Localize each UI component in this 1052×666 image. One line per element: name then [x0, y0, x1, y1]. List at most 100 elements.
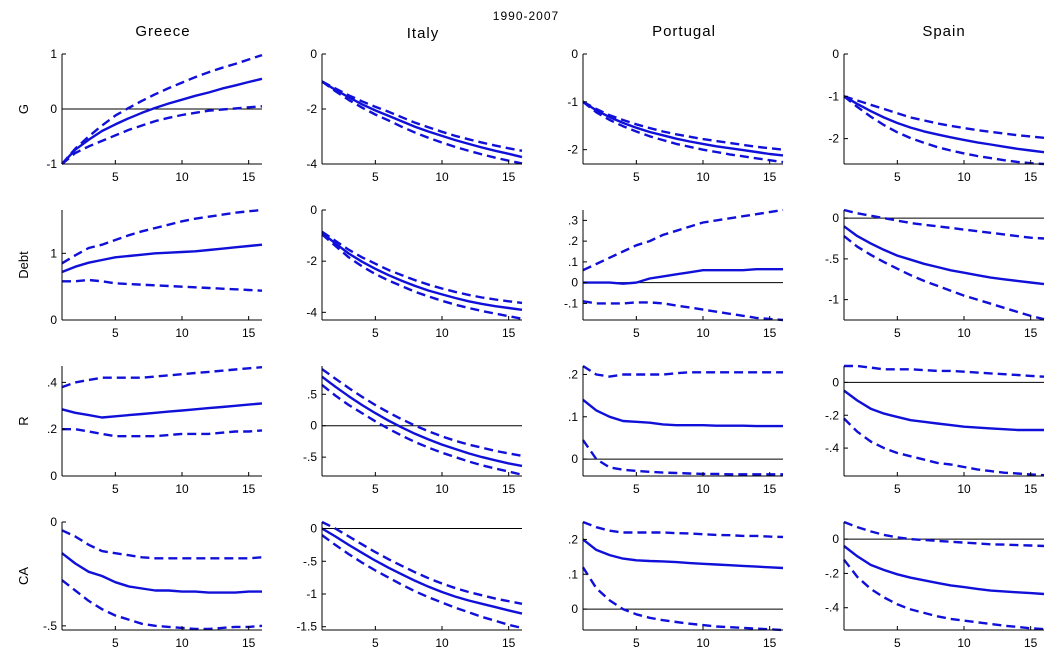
x-tick-label: 5 — [894, 170, 901, 184]
y-tick-label: -1 — [46, 157, 57, 171]
x-tick-label: 15 — [1024, 482, 1038, 496]
y-tick-label: -2 — [567, 143, 578, 157]
x-tick-label: 10 — [435, 170, 449, 184]
x-tick-label: 10 — [435, 326, 449, 340]
x-tick-label: 10 — [957, 482, 971, 496]
figure-suptitle: 1990-2007 — [493, 9, 559, 23]
confidence-band-line-2 — [843, 235, 1045, 321]
x-tick-label: 15 — [502, 326, 516, 340]
y-tick-label: -.5 — [303, 554, 317, 568]
y-tick-label: 0 — [571, 47, 578, 61]
confidence-band-line-2 — [321, 233, 523, 320]
x-tick-label: 5 — [372, 636, 379, 650]
confidence-band-line-2 — [321, 383, 523, 476]
y-tick-label: -.1 — [564, 296, 578, 310]
confidence-band-line-2 — [843, 558, 1045, 631]
x-tick-label: 5 — [633, 326, 640, 340]
column-title-portugal: Portugal — [652, 23, 716, 40]
x-tick-label: 10 — [175, 170, 189, 184]
confidence-band-line-0 — [843, 520, 1045, 548]
y-tick-label: -4 — [306, 305, 317, 319]
y-tick-label: -.5 — [825, 252, 839, 266]
panel-ca-spain: -.4 -.2 0 5 10 15 — [825, 520, 1045, 650]
x-tick-label: 5 — [633, 482, 640, 496]
y-tick-label: 0 — [50, 515, 57, 529]
panel-ca-greece: -.5 0 5 10 15 — [43, 515, 263, 650]
x-tick-label: 15 — [763, 326, 777, 340]
confidence-band-line-0 — [61, 529, 263, 560]
x-tick-label: 10 — [957, 170, 971, 184]
x-tick-label: 5 — [112, 170, 119, 184]
x-tick-label: 5 — [894, 482, 901, 496]
confidence-band-line-2 — [581, 566, 784, 632]
column-title-spain: Spain — [922, 23, 965, 40]
x-tick-label: 15 — [1024, 636, 1038, 650]
x-tick-label: 15 — [502, 170, 516, 184]
x-tick-label: 15 — [242, 170, 256, 184]
confidence-band-line-2 — [321, 80, 523, 165]
x-tick-label: 15 — [502, 482, 516, 496]
confidence-band-line-0 — [321, 80, 523, 152]
confidence-band-line-0 — [61, 53, 263, 165]
y-tick-label: 0 — [571, 276, 578, 290]
row-label-debt: Debt — [16, 251, 31, 279]
y-tick-label: 0 — [310, 47, 317, 61]
confidence-band-line-0 — [582, 364, 783, 378]
y-tick-label: 1 — [50, 246, 57, 260]
y-tick-label: .2 — [568, 532, 578, 546]
x-tick-label: 5 — [112, 482, 119, 496]
y-tick-label: .5 — [307, 387, 317, 401]
x-tick-label: 15 — [502, 636, 516, 650]
y-tick-label: -1 — [567, 95, 578, 109]
y-tick-label: -2 — [306, 102, 317, 116]
y-tick-label: -.5 — [303, 450, 317, 464]
x-tick-label: 10 — [696, 326, 710, 340]
confidence-band-line-2 — [321, 534, 523, 630]
panel-debt-greece: 015 10 15 — [50, 208, 263, 340]
x-tick-label: 5 — [633, 170, 640, 184]
y-tick-label: 0 — [832, 532, 839, 546]
confidence-band-line-0 — [321, 368, 523, 458]
confidence-band-line-2 — [843, 95, 1045, 166]
y-tick-label: 1 — [50, 47, 57, 61]
response-line-1 — [321, 375, 523, 468]
y-tick-label: -.2 — [825, 566, 839, 580]
y-tick-label: 0 — [571, 452, 578, 466]
panel-r-spain: -.4 -.2 0 5 10 15 — [825, 364, 1045, 496]
x-tick-label: 15 — [1024, 326, 1038, 340]
response-line-1 — [843, 225, 1045, 286]
y-tick-label: 0 — [571, 602, 578, 616]
response-line-1 — [583, 268, 783, 285]
panel-debt-italy: -4 -2 0 5 10 15 — [306, 203, 523, 340]
y-tick-label: .1 — [568, 567, 578, 581]
x-tick-label: 15 — [242, 326, 256, 340]
response-line-1 — [843, 545, 1045, 596]
y-tick-label: -1.5 — [296, 620, 317, 634]
y-tick-label: 0 — [50, 313, 57, 327]
y-tick-label: -2 — [306, 254, 317, 268]
confidence-band-line-0 — [844, 364, 1045, 378]
x-tick-label: 5 — [894, 636, 901, 650]
x-tick-label: 10 — [175, 482, 189, 496]
panel-g-italy: -4 -2 0 5 10 15 — [306, 47, 523, 184]
confidence-band-line-2 — [843, 417, 1045, 477]
row-label-r: R — [16, 416, 31, 425]
x-tick-label: 5 — [633, 636, 640, 650]
x-tick-label: 5 — [372, 482, 379, 496]
confidence-band-line-0 — [582, 520, 784, 539]
y-tick-label: .2 — [47, 422, 57, 436]
x-tick-label: 10 — [175, 326, 189, 340]
panel-r-greece: 0 .2 .4 5 10 15 — [47, 366, 263, 496]
response-line-1 — [582, 538, 784, 570]
x-tick-label: 10 — [175, 636, 189, 650]
response-line-1 — [61, 402, 263, 419]
y-tick-label: -2 — [828, 132, 839, 146]
confidence-band-line-0 — [61, 366, 263, 389]
y-tick-label: .4 — [47, 375, 57, 389]
x-tick-label: 15 — [763, 482, 777, 496]
x-tick-label: 15 — [763, 170, 777, 184]
x-tick-label: 15 — [242, 636, 256, 650]
confidence-band-line-2 — [582, 439, 783, 476]
